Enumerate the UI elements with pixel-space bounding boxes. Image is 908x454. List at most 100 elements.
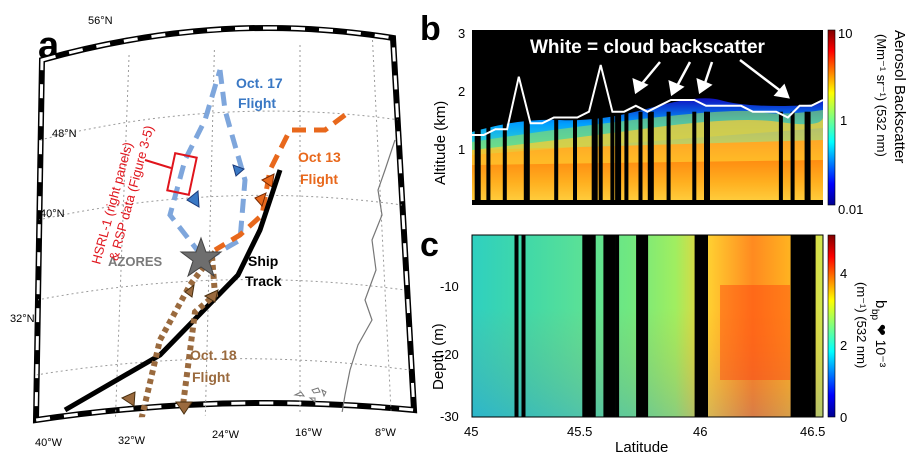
lidar-aerosol-top: [472, 118, 823, 165]
oct13-label-2: Flight: [300, 171, 338, 187]
lidar-gap-column: [638, 111, 643, 205]
ocean-ylabel: Depth (m): [430, 323, 447, 390]
ocean-ytick-30: -30: [440, 409, 459, 424]
oct13-arrow-2: [254, 192, 267, 208]
lidar-gap-column: [624, 111, 629, 205]
ocean-cb-label-units: (m⁻¹) (532 nm): [854, 282, 869, 368]
panel-c-letter: c: [420, 226, 439, 264]
ocean-gap-column: [591, 235, 596, 417]
lidar-gap-column: [790, 111, 795, 205]
lidar-cb-tick-1: 1: [840, 113, 847, 128]
small-island: [311, 387, 321, 394]
lidar-gap-column: [615, 111, 622, 205]
lidar-gap-column: [692, 111, 697, 205]
lidar-cb-label-2: (Mm⁻¹ sr⁻¹) (532 nm): [874, 34, 889, 157]
ocean-cb-tick-0: 0: [840, 410, 847, 425]
ocean-gap-column: [521, 235, 526, 417]
ocean-xtick-46: 46: [693, 424, 707, 439]
oct13-flight-track: [213, 113, 347, 253]
oct18-arrow-2: [203, 289, 219, 303]
panel-b: b White = cloud backscatter Altitude (km…: [420, 10, 908, 217]
cloud-top-line: [472, 64, 824, 136]
ocean-gap-column: [790, 235, 803, 417]
ocean-gap-column: [811, 235, 816, 417]
ocean-gaps: [514, 235, 816, 417]
ocean-xtick-465: 46.5: [800, 424, 825, 439]
ocean-cb-label-mult: ❤ 10⁻³: [873, 324, 889, 368]
ocean-gap-column: [636, 235, 649, 417]
azores-star-icon: [179, 236, 223, 278]
ocean-frame: [471, 234, 824, 418]
ocean-xtick-45: 45: [464, 424, 478, 439]
oct17-flight-track: [167, 69, 248, 264]
lidar-annotation: White = cloud backscatter: [530, 37, 766, 58]
ocean-ytick-10: -10: [440, 279, 459, 294]
lidar-gap-column: [502, 111, 507, 205]
lat-label-48: 48°N: [52, 128, 77, 140]
oct18-label-1: Oct. 18: [190, 347, 237, 363]
lidar-colorbar: [827, 29, 836, 206]
lidar-gap-column: [591, 111, 598, 205]
ship-track: [63, 169, 283, 413]
lidar-gap-column: [647, 111, 654, 205]
lat-label-32: 32°N: [10, 313, 35, 325]
ocean-gap-column: [582, 235, 595, 417]
ship-label-1: Ship: [248, 253, 278, 269]
ocean-xlabel: Latitude: [615, 439, 668, 454]
lidar-gap-column: [486, 111, 491, 205]
lat-label-40: 40°N: [40, 208, 65, 220]
ocean-gap-column: [514, 235, 519, 417]
ocean-gap-column: [610, 235, 615, 417]
lon-label-24: 24°W: [212, 429, 240, 441]
ocean-gap-column: [704, 235, 708, 417]
lidar-gap-column: [704, 111, 710, 205]
ship-label-2: Track: [245, 273, 282, 289]
oct13-label-1: Oct 13: [298, 149, 341, 165]
lidar-ylabel: Altitude (km): [432, 101, 449, 185]
lidar-gap-column: [778, 111, 783, 205]
ocean-gap-column: [799, 235, 812, 417]
ocean-colorbar: [827, 234, 836, 418]
lidar-gap-column: [554, 111, 559, 205]
coastline: [339, 139, 396, 420]
lidar-gap-column: [610, 111, 615, 205]
lon-label-16: 16°W: [295, 427, 323, 439]
hsrl-box: [166, 151, 198, 197]
oct17-arrow-2: [232, 164, 245, 177]
lon-label-8: 8°W: [375, 427, 397, 439]
ocean-gap-column: [615, 235, 620, 417]
oct17-label-2: Flight: [238, 95, 276, 111]
oct18-arrow-3: [120, 391, 136, 407]
oct17-label-1: Oct. 17: [236, 75, 283, 91]
lidar-ytick-1: 1: [458, 142, 465, 157]
lidar-ytick-2: 2: [458, 84, 465, 99]
panel-c: c Depth (m) -10 -20 -30 45 45.5 46 46.5 …: [420, 226, 889, 454]
oct18-arrow-4: [175, 401, 193, 415]
ocean-cb-label-b: b: [872, 300, 889, 308]
lidar-cb-tick-10: 10: [838, 26, 852, 41]
panel-b-letter: b: [420, 10, 441, 48]
lidar-cb-tick-001: 0.01: [838, 202, 863, 217]
canary-islands: [293, 389, 327, 404]
lidar-gap-column: [573, 111, 577, 205]
oct13-arrow-1: [261, 173, 275, 188]
lidar-gaps: [474, 111, 811, 205]
annotation-arrows: [632, 59, 790, 99]
lon-label-40: 40°W: [35, 437, 63, 449]
lon-label-32: 32°W: [118, 435, 146, 447]
ocean-ytick-20: -20: [440, 347, 459, 362]
ocean-gap-column: [694, 235, 707, 417]
ocean-cb-label-bp: bp: [869, 309, 880, 321]
ocean-red-core: [720, 285, 790, 380]
ocean-cb-tick-4: 4: [840, 266, 847, 281]
lidar-gap-column: [523, 111, 530, 205]
oct18-label-2: Flight: [192, 369, 230, 385]
lidar-gap-column: [598, 111, 603, 205]
map-frame-ticks: [34, 26, 416, 422]
oct17-arrow-1: [186, 189, 200, 208]
hsrl-leader: [144, 159, 172, 169]
ocean-cb-tick-2: 2: [840, 338, 847, 353]
oct18-arrow-1: [184, 283, 195, 298]
lidar-ytick-3: 3: [458, 26, 465, 41]
